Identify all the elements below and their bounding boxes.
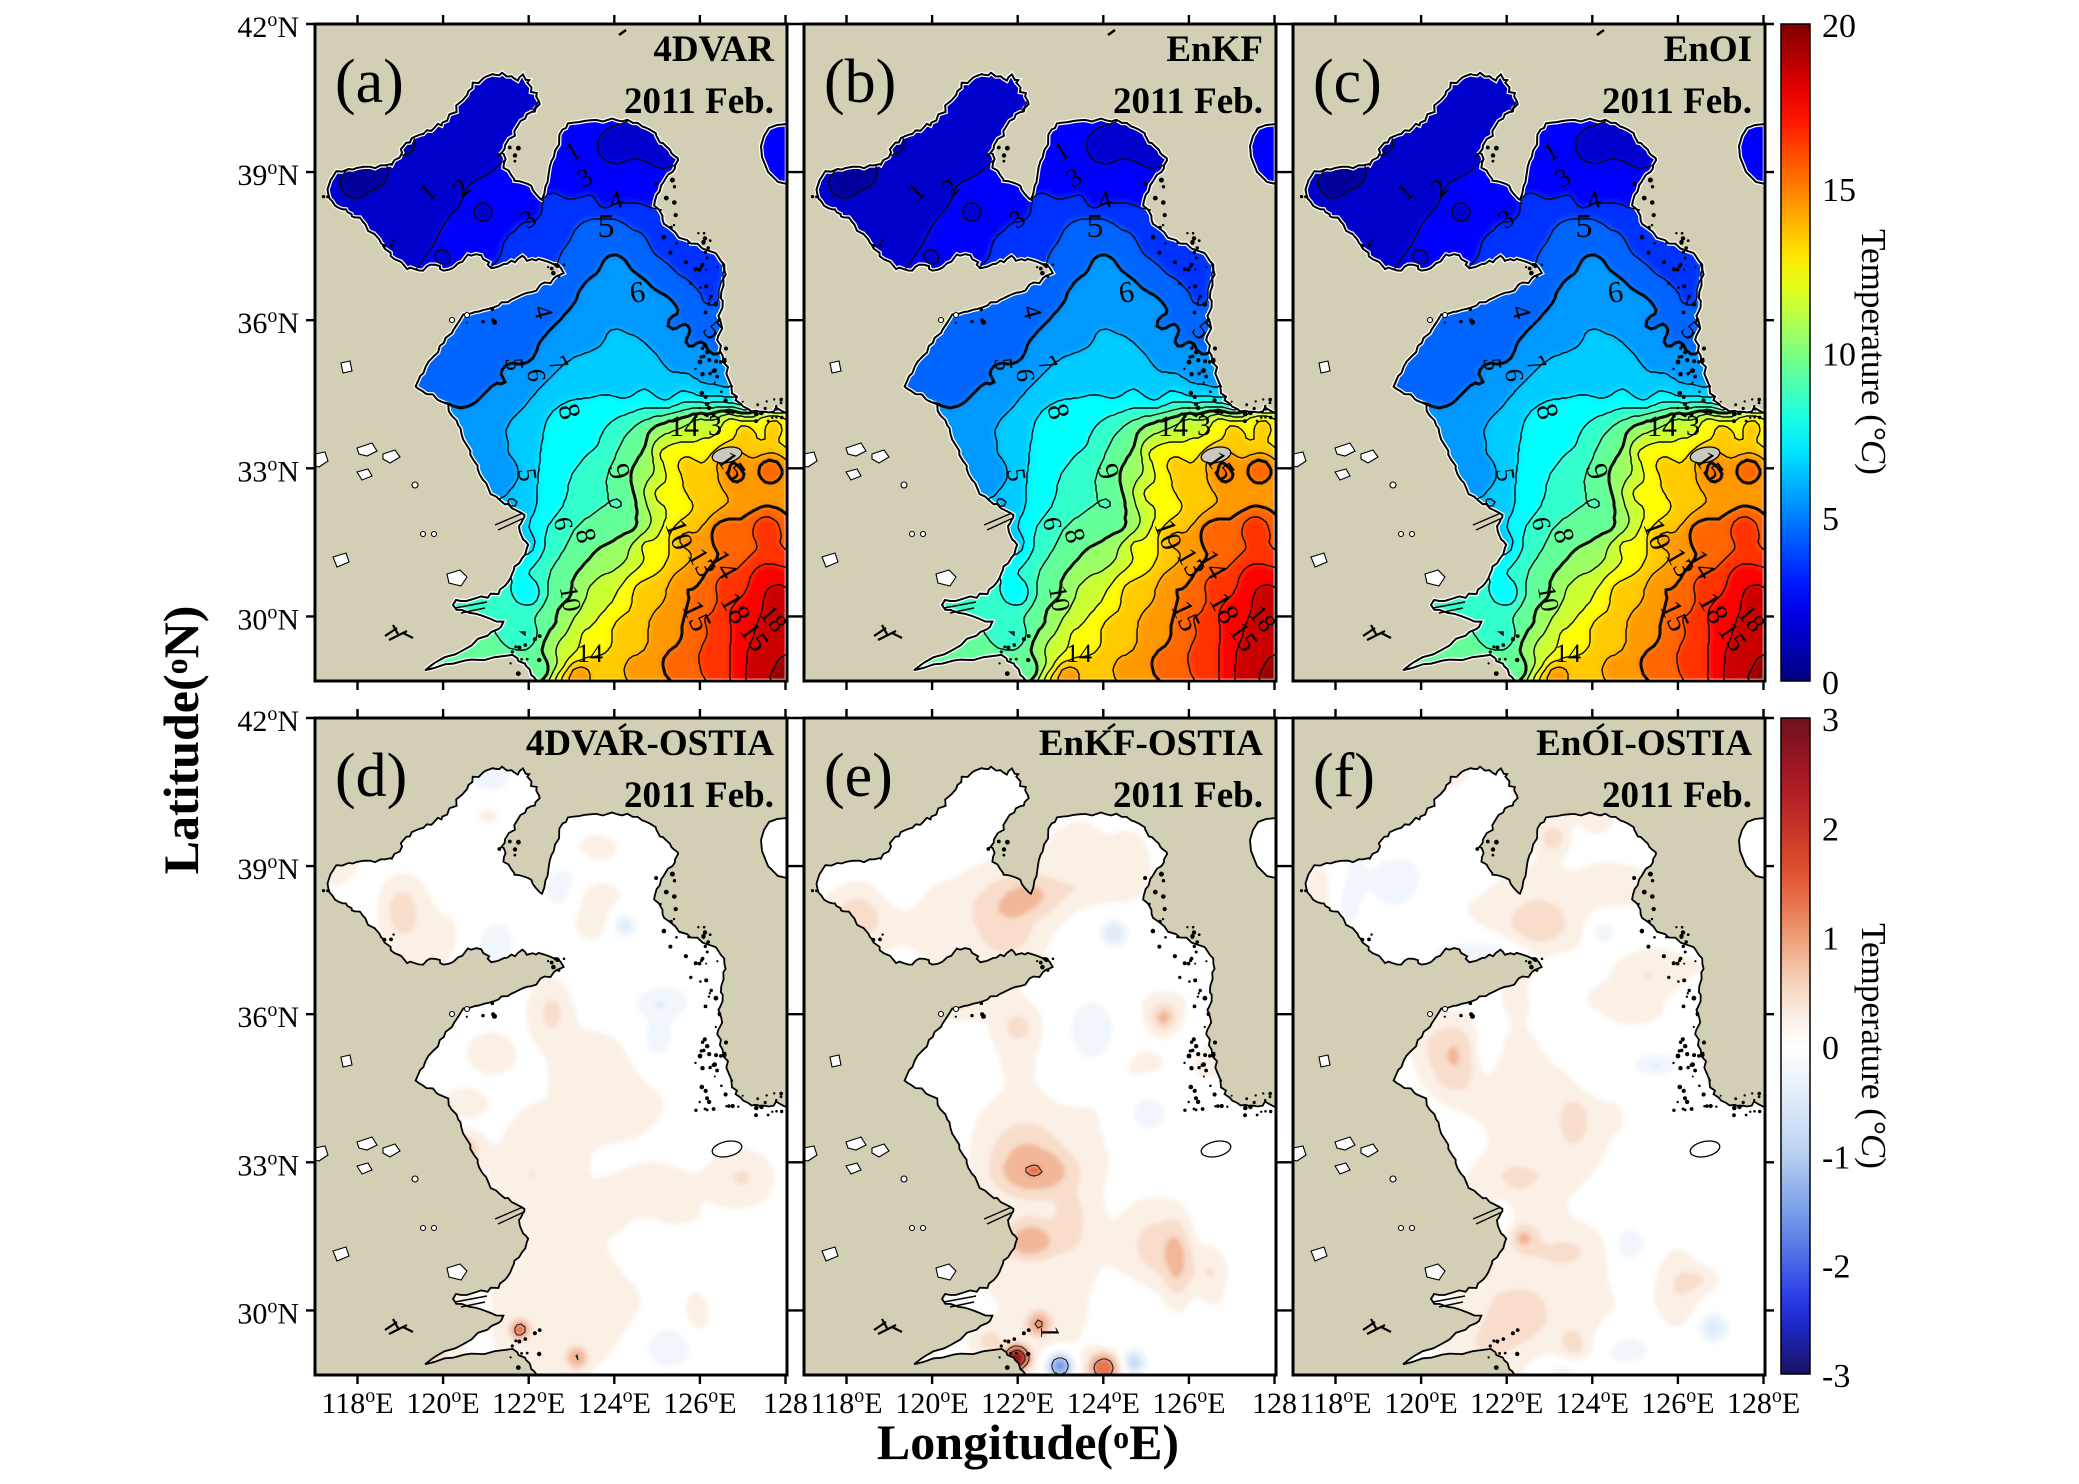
svg-text:EnKF: EnKF — [1166, 29, 1263, 70]
svg-text:124oE: 124oE — [1556, 1385, 1629, 1420]
svg-text:3: 3 — [1822, 702, 1839, 739]
svg-text:(a): (a) — [335, 48, 404, 116]
svg-text:36oN: 36oN — [237, 305, 299, 340]
svg-text:(f): (f) — [1313, 742, 1375, 810]
svg-text:(b): (b) — [824, 48, 896, 116]
svg-text:(d): (d) — [335, 742, 407, 810]
svg-text:118oE: 118oE — [321, 1385, 393, 1420]
svg-text:Latitude(oN): Latitude(oN) — [153, 606, 209, 875]
svg-text:Longitude(oE): Longitude(oE) — [877, 1414, 1179, 1470]
svg-text:2011 Feb.: 2011 Feb. — [1602, 81, 1752, 122]
svg-text:1: 1 — [1035, 1325, 1065, 1339]
svg-text:4DVAR: 4DVAR — [653, 29, 775, 70]
svg-text:118oE: 118oE — [810, 1385, 882, 1420]
svg-text:EnOI-OSTIA: EnOI-OSTIA — [1536, 723, 1752, 764]
svg-text:2: 2 — [1822, 811, 1839, 848]
svg-text:124oE: 124oE — [1067, 1385, 1140, 1420]
svg-text:Temperature (°C): Temperature (°C) — [1854, 923, 1893, 1169]
svg-text:0: 0 — [1822, 665, 1839, 702]
svg-text:128: 128 — [1252, 1387, 1297, 1420]
svg-text:122oE: 122oE — [1470, 1385, 1543, 1420]
svg-text:5: 5 — [1822, 501, 1839, 538]
svg-text:EnOI: EnOI — [1664, 29, 1752, 70]
svg-text:10: 10 — [1822, 337, 1856, 374]
svg-text:2011 Feb.: 2011 Feb. — [1113, 775, 1263, 816]
svg-text:118oE: 118oE — [1299, 1385, 1371, 1420]
svg-text:128: 128 — [763, 1387, 808, 1420]
svg-text:2011 Feb.: 2011 Feb. — [624, 775, 774, 816]
svg-text:126oE: 126oE — [1152, 1385, 1225, 1420]
svg-text:2011 Feb.: 2011 Feb. — [1602, 775, 1752, 816]
svg-text:1: 1 — [1822, 921, 1839, 958]
svg-text:124oE: 124oE — [578, 1385, 651, 1420]
svg-text:2011 Feb.: 2011 Feb. — [1113, 81, 1263, 122]
svg-text:120oE: 120oE — [895, 1385, 968, 1420]
svg-text:120oE: 120oE — [406, 1385, 479, 1420]
svg-text:120oE: 120oE — [1384, 1385, 1457, 1420]
svg-text:128oE: 128oE — [1727, 1385, 1800, 1420]
svg-text:(e): (e) — [824, 742, 893, 810]
svg-text:20: 20 — [1822, 8, 1856, 45]
svg-text:126oE: 126oE — [1641, 1385, 1714, 1420]
svg-text:-3: -3 — [1822, 1358, 1850, 1395]
svg-text:39oN: 39oN — [237, 157, 299, 192]
svg-text:39oN: 39oN — [237, 851, 299, 886]
svg-text:-2: -2 — [1822, 1249, 1850, 1286]
svg-text:122oE: 122oE — [981, 1385, 1054, 1420]
svg-text:Temperature (°C): Temperature (°C) — [1854, 229, 1893, 475]
svg-text:15: 15 — [1822, 172, 1856, 209]
svg-text:EnKF-OSTIA: EnKF-OSTIA — [1039, 723, 1263, 764]
svg-text:0: 0 — [1822, 1030, 1839, 1067]
svg-text:(c): (c) — [1313, 48, 1382, 116]
svg-text:126oE: 126oE — [663, 1385, 736, 1420]
svg-text:122oE: 122oE — [492, 1385, 565, 1420]
svg-text:42oN: 42oN — [237, 703, 299, 738]
svg-text:2011 Feb.: 2011 Feb. — [624, 81, 774, 122]
svg-text:4DVAR-OSTIA: 4DVAR-OSTIA — [526, 723, 774, 764]
svg-text:-1: -1 — [1822, 1139, 1850, 1176]
